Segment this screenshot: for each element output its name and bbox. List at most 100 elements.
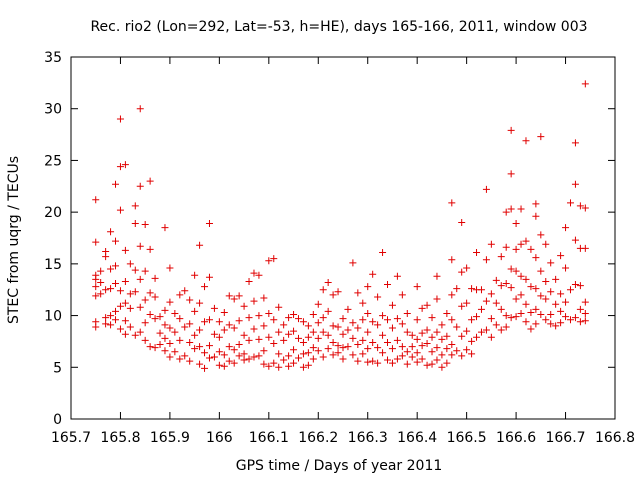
data-point <box>285 330 293 338</box>
data-point <box>502 208 510 216</box>
data-point <box>161 321 169 329</box>
data-point <box>290 327 298 335</box>
data-point <box>171 348 179 356</box>
data-point <box>379 312 387 320</box>
data-point <box>186 338 194 346</box>
data-point <box>151 315 159 323</box>
x-tick-label: 166 <box>206 430 233 446</box>
data-point <box>433 344 441 352</box>
data-point <box>428 333 436 341</box>
data-point <box>245 314 253 322</box>
data-point <box>443 345 451 353</box>
data-point <box>507 265 515 273</box>
data-point <box>482 185 490 193</box>
data-point <box>393 336 401 344</box>
data-point <box>413 283 421 291</box>
x-tick-label: 166.7 <box>545 430 585 446</box>
data-point <box>285 314 293 322</box>
data-point <box>433 328 441 336</box>
data-point <box>562 313 570 321</box>
data-point <box>334 323 342 331</box>
data-point <box>482 256 490 264</box>
data-point <box>324 331 332 339</box>
data-point <box>220 326 228 334</box>
data-point <box>571 281 579 289</box>
x-tick-label: 165.9 <box>150 430 190 446</box>
data-point <box>334 349 342 357</box>
data-point <box>112 280 120 288</box>
data-point <box>547 259 555 267</box>
data-point <box>270 359 278 367</box>
data-point <box>418 329 426 337</box>
data-point <box>576 202 584 210</box>
x-tick-label: 166.8 <box>595 430 635 446</box>
data-point <box>245 336 253 344</box>
data-point <box>542 240 550 248</box>
data-point <box>537 231 545 239</box>
data-point <box>408 331 416 339</box>
data-point <box>517 240 525 248</box>
data-point <box>205 220 213 228</box>
data-point <box>196 360 204 368</box>
data-point <box>97 290 105 298</box>
data-point <box>329 291 337 299</box>
data-point <box>102 314 110 322</box>
data-point <box>324 278 332 286</box>
data-point <box>265 257 273 265</box>
data-point <box>552 275 560 283</box>
x-tick-label: 165.8 <box>100 430 140 446</box>
data-point <box>294 334 302 342</box>
x-tick-label: 166.3 <box>348 430 388 446</box>
data-point <box>384 281 392 289</box>
data-point <box>171 310 179 318</box>
data-point <box>542 316 550 324</box>
data-point <box>92 323 100 331</box>
data-point <box>458 352 466 360</box>
data-point <box>512 313 520 321</box>
data-point <box>265 333 273 341</box>
data-point <box>245 355 253 363</box>
data-point <box>151 344 159 352</box>
data-point <box>240 302 248 310</box>
data-point <box>225 321 233 329</box>
data-point <box>215 318 223 326</box>
data-point <box>547 288 555 296</box>
data-point <box>121 161 129 169</box>
x-tick-label: 166.4 <box>397 430 437 446</box>
data-point <box>512 267 520 275</box>
data-point <box>571 314 579 322</box>
data-point <box>102 320 110 328</box>
data-point <box>507 314 515 322</box>
data-point <box>116 302 124 310</box>
data-point <box>517 291 525 299</box>
data-point <box>334 288 342 296</box>
data-point <box>502 312 510 320</box>
data-point <box>210 330 218 338</box>
data-point <box>482 297 490 305</box>
data-point <box>492 321 500 329</box>
data-point <box>403 310 411 318</box>
data-point <box>473 248 481 256</box>
data-point <box>260 347 268 355</box>
data-point <box>497 305 505 313</box>
data-point <box>146 343 154 351</box>
data-point <box>181 352 189 360</box>
data-point <box>571 236 579 244</box>
data-point <box>92 275 100 283</box>
data-point <box>146 311 154 319</box>
data-point <box>146 177 154 185</box>
data-point <box>225 343 233 351</box>
data-point <box>290 359 298 367</box>
data-point <box>537 311 545 319</box>
x-tick-label: 166.6 <box>496 430 536 446</box>
data-point <box>453 285 461 293</box>
data-point <box>403 360 411 368</box>
y-tick-label: 15 <box>44 257 62 273</box>
data-point <box>205 273 213 281</box>
data-point <box>210 304 218 312</box>
data-point <box>438 335 446 343</box>
data-point <box>364 358 372 366</box>
data-point <box>107 265 115 273</box>
y-tick-label: 30 <box>44 102 62 118</box>
data-point <box>220 351 228 359</box>
